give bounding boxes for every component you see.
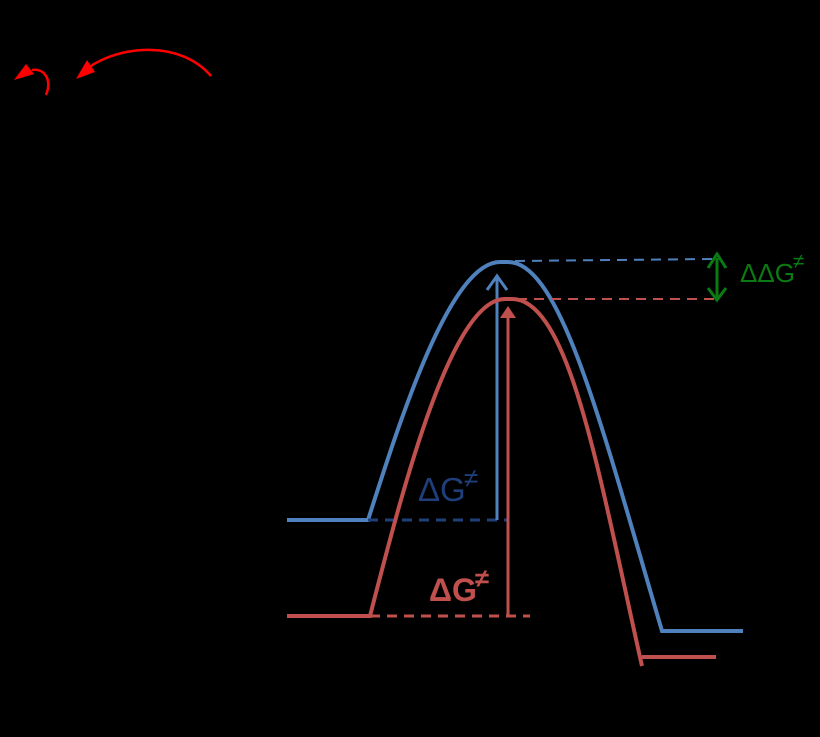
red-not-equal-sup: ≠ [474,565,489,593]
blue-delta-g-text: ΔG [418,471,466,508]
curved-arrow-large-icon [76,48,212,79]
double-headed-arrow-icon [706,251,728,303]
red-delta-g-text: ΔG [429,572,477,608]
delta-delta-g-label: ΔΔG≠ [740,251,804,288]
red-energy-profile [287,297,716,667]
green-not-equal-sup: ≠ [792,250,805,273]
red-activation-energy-label: ΔG≠ [429,566,489,608]
blue-not-equal-sup: ≠ [463,463,479,493]
blue-activation-energy-label: ΔG≠ [418,465,478,508]
blue-energy-profile [287,258,743,633]
delta-delta-g-text: ΔΔG [740,258,795,288]
curved-arrow-small-icon [14,64,50,96]
